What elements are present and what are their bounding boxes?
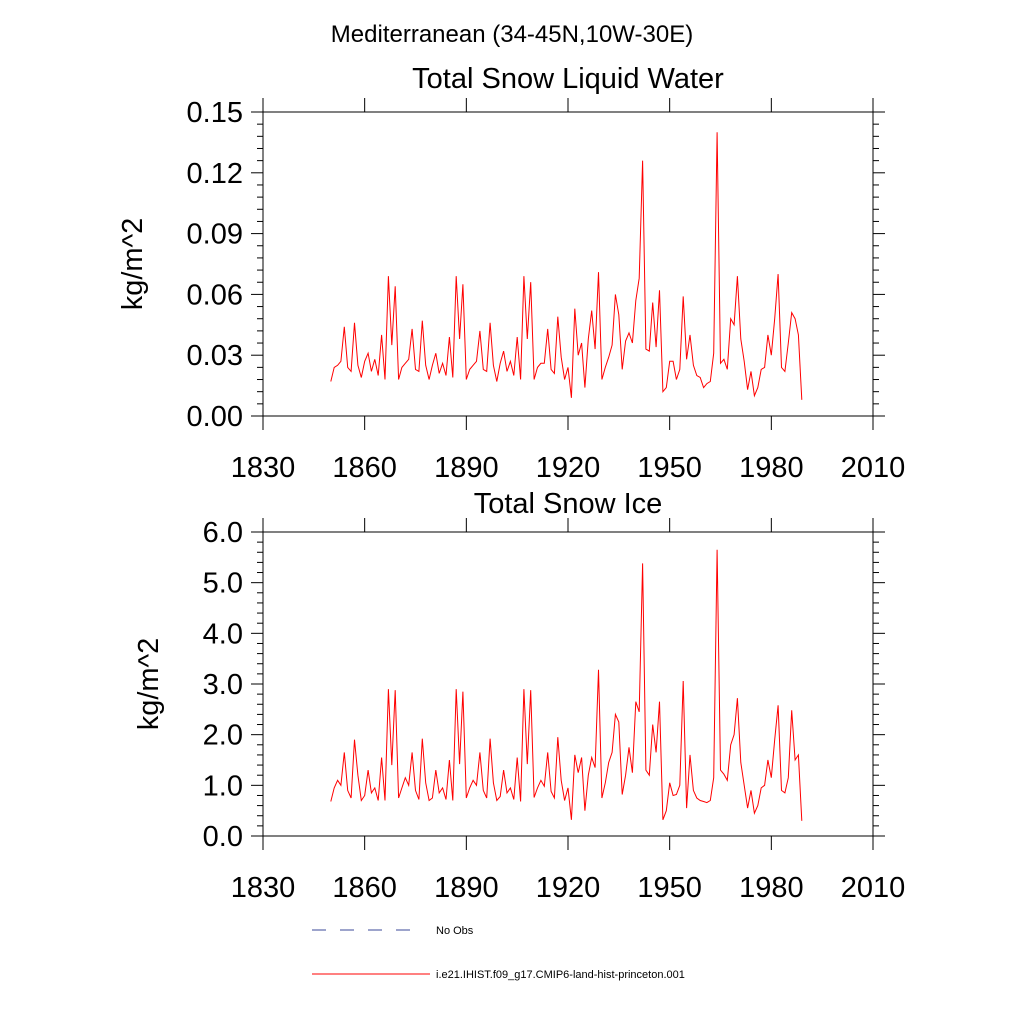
y-tick-label: 1.0 [203, 770, 243, 802]
legend-label-no-obs: No Obs [436, 925, 474, 937]
series-line [330, 132, 803, 400]
x-tick-label: 1890 [434, 872, 499, 904]
x-tick-labels: 1830 1860 1890 1920 1950 1980 2010 [231, 872, 906, 904]
legend-label-model: i.e21.IHIST.f09_g17.CMIP6-land-hist-prin… [436, 969, 685, 981]
figure-title: Mediterranean (34-45N,10W-30E) [331, 21, 693, 48]
y-axis-label: kg/m^2 [117, 218, 149, 311]
panel-snow-liquid-water: Total Snow Liquid Water 0.00 0.03 0.06 0.09… [117, 63, 905, 484]
x-tick-label: 1830 [231, 452, 296, 484]
x-ticks [262, 98, 874, 430]
x-tick-label: 1920 [536, 872, 601, 904]
legend: No Obs i.e21.IHIST.f09_g17.CMIP6-land-hi… [312, 925, 685, 981]
y-tick-label: 5.0 [203, 568, 243, 600]
y-tick-labels: 0.0 1.0 2.0 3.0 4.0 5.0 6.0 [203, 517, 243, 853]
y-tick-label: 0.09 [187, 219, 243, 251]
y-tick-labels: 0.00 0.03 0.06 0.09 0.12 0.15 [187, 97, 243, 433]
x-tick-label: 2010 [841, 872, 906, 904]
x-tick-label: 1950 [637, 872, 702, 904]
y-tick-label: 4.0 [203, 618, 243, 650]
panel-title: Total Snow Ice [474, 488, 663, 520]
y-tick-label: 3.0 [203, 669, 243, 701]
y-ticks [251, 531, 885, 837]
panel-snow-ice: Total Snow Ice 0.0 1.0 2.0 3.0 4.0 5.0 6.0 183… [133, 488, 905, 904]
x-tick-label: 1890 [434, 452, 499, 484]
x-tick-labels: 1830 1860 1890 1920 1950 1980 2010 [231, 452, 906, 484]
series-line [330, 549, 803, 821]
y-axis-label: kg/m^2 [133, 638, 165, 731]
x-ticks [262, 518, 874, 850]
y-tick-label: 0.06 [187, 279, 243, 311]
x-tick-label: 1950 [637, 452, 702, 484]
y-tick-label: 0.15 [187, 97, 243, 129]
y-tick-label: 6.0 [203, 517, 243, 549]
x-tick-label: 1980 [739, 872, 804, 904]
x-tick-label: 1860 [332, 872, 397, 904]
y-tick-label: 0.0 [203, 821, 243, 853]
series-group [330, 132, 803, 400]
y-ticks [251, 111, 885, 417]
x-tick-label: 1830 [231, 872, 296, 904]
panel-title: Total Snow Liquid Water [412, 63, 724, 95]
series-group [330, 549, 803, 821]
x-tick-label: 1920 [536, 452, 601, 484]
x-tick-label: 1980 [739, 452, 804, 484]
y-tick-label: 0.03 [187, 340, 243, 372]
y-tick-label: 0.12 [187, 158, 243, 190]
x-tick-label: 2010 [841, 452, 906, 484]
x-tick-label: 1860 [332, 452, 397, 484]
y-tick-label: 0.00 [187, 401, 243, 433]
y-tick-label: 2.0 [203, 720, 243, 752]
